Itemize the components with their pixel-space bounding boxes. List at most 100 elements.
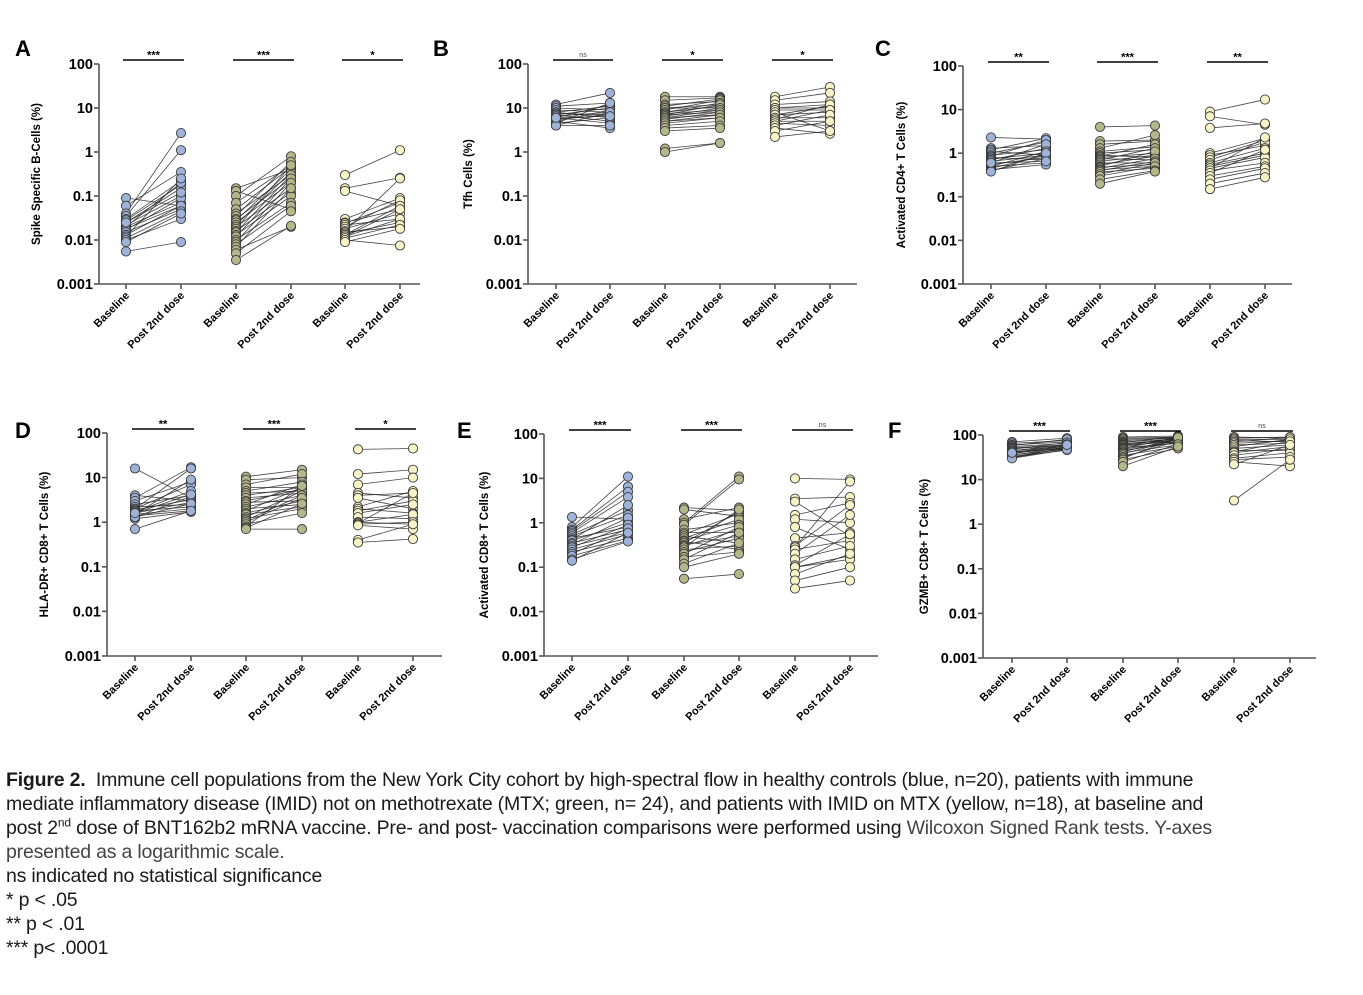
paired-line (357, 504, 414, 514)
significance-label: *** (268, 419, 282, 431)
paired-line (571, 514, 629, 537)
paired-line (1122, 446, 1179, 467)
group-imid-on-mtx: * (769, 50, 836, 142)
data-point-post-dose (185, 474, 197, 485)
paired-line (683, 509, 740, 517)
paired-line (794, 558, 851, 568)
group-healthy-controls: *** (566, 420, 634, 566)
paired-line (1099, 143, 1156, 157)
data-point-post-dose (714, 123, 726, 134)
paired-line (235, 210, 292, 254)
data-point-baseline (1117, 461, 1129, 472)
paired-line (1209, 149, 1266, 174)
data-point-baseline (678, 504, 690, 515)
data-point-baseline (566, 511, 578, 523)
paired-line (357, 538, 414, 543)
significance-label: *** (1033, 421, 1047, 433)
paired-line (571, 504, 629, 540)
data-point-post-dose (175, 187, 187, 198)
data-point-baseline (678, 573, 690, 584)
y-tick-label: 0.1 (518, 560, 538, 576)
y-tick-label: 0.01 (929, 233, 957, 249)
paired-line (245, 503, 303, 529)
paired-line (571, 540, 629, 557)
y-axis-label: HLA-DR+ CD8+ T Cells (%) (39, 471, 51, 617)
paired-line (794, 532, 851, 539)
caption-line-1: Figure 2. Immune cell populations from t… (6, 768, 1356, 792)
data-point-post-dose (733, 537, 745, 549)
paired-line (125, 210, 182, 239)
paired-line (1209, 172, 1266, 185)
paired-line (1099, 167, 1156, 173)
data-point-post-dose (604, 120, 616, 131)
data-point-baseline (769, 131, 781, 142)
paired-line (1011, 442, 1068, 450)
data-point-baseline (129, 508, 141, 519)
paired-line (571, 522, 629, 541)
significance-label: ** (159, 419, 168, 431)
y-tick-label: 0.001 (57, 277, 93, 293)
paired-line (235, 195, 292, 236)
paired-line (1209, 115, 1266, 126)
paired-line (134, 495, 192, 518)
paired-line (990, 157, 1047, 165)
paired-line (344, 149, 401, 176)
paired-line (1099, 170, 1156, 180)
data-point-post-dose (1259, 94, 1271, 105)
data-point-post-dose (285, 206, 297, 217)
data-point-post-dose (285, 220, 297, 231)
x-tick-label: Post 2nd dose (990, 290, 1052, 352)
paired-line (245, 494, 303, 508)
data-point-baseline (659, 125, 671, 137)
significance-legend-ns: ns indicated no statistical significance (6, 865, 323, 887)
caption-line-3: post 2nd dose of BNT162b2 mRNA vaccine. … (6, 816, 1356, 840)
paired-line (794, 545, 851, 560)
x-tick-label: Baseline (957, 290, 997, 330)
paired-line (235, 205, 292, 245)
paired-line (134, 494, 192, 505)
x-tick-label: Baseline (1176, 290, 1216, 330)
data-point-post-dose (1061, 439, 1073, 450)
data-point-post-dose (714, 137, 726, 149)
paired-line (344, 178, 401, 232)
paired-line (774, 120, 831, 132)
paired-line (245, 490, 303, 518)
paired-line (774, 104, 831, 120)
x-tick-label: Baseline (1089, 664, 1129, 704)
paired-line (1011, 440, 1068, 444)
data-point-post-dose (824, 125, 836, 137)
paired-line (664, 114, 721, 119)
paired-line (245, 497, 303, 523)
y-tick-label: 100 (69, 57, 93, 73)
paired-line (664, 107, 721, 117)
data-point-baseline (120, 246, 132, 257)
paired-line (1099, 147, 1156, 161)
x-tick-label: Baseline (978, 664, 1018, 704)
paired-line (683, 522, 740, 531)
paired-line (344, 239, 401, 246)
data-point-post-dose (185, 463, 197, 474)
significance-label: *** (257, 50, 271, 62)
data-point-baseline (240, 524, 252, 535)
paired-line (571, 491, 629, 532)
paired-line (990, 160, 1047, 164)
data-point-baseline (1006, 447, 1018, 458)
y-tick-label: 0.01 (65, 233, 93, 249)
paired-line (357, 500, 414, 512)
x-tick-label: Post 2nd dose (235, 290, 297, 352)
x-tick-label: Post 2nd dose (664, 290, 726, 352)
y-tick-label: 0.001 (921, 277, 957, 293)
significance-label: *** (594, 420, 608, 432)
paired-line (357, 492, 414, 524)
paired-line (794, 580, 851, 589)
significance-label: ** (1014, 52, 1023, 64)
data-point-post-dose (733, 527, 745, 538)
paired-line (683, 511, 740, 544)
panel-d: D 0.001 0.01 0.1 1 10 100 HLA-DR+ CD8+ T Cells … (15, 418, 442, 723)
significance-label: ** (1233, 52, 1242, 64)
paired-line (794, 540, 851, 550)
x-tick-label: Post 2nd dose (135, 662, 197, 724)
paired-line (555, 92, 611, 105)
paired-line (571, 524, 629, 548)
panel-letter: F (888, 418, 901, 443)
